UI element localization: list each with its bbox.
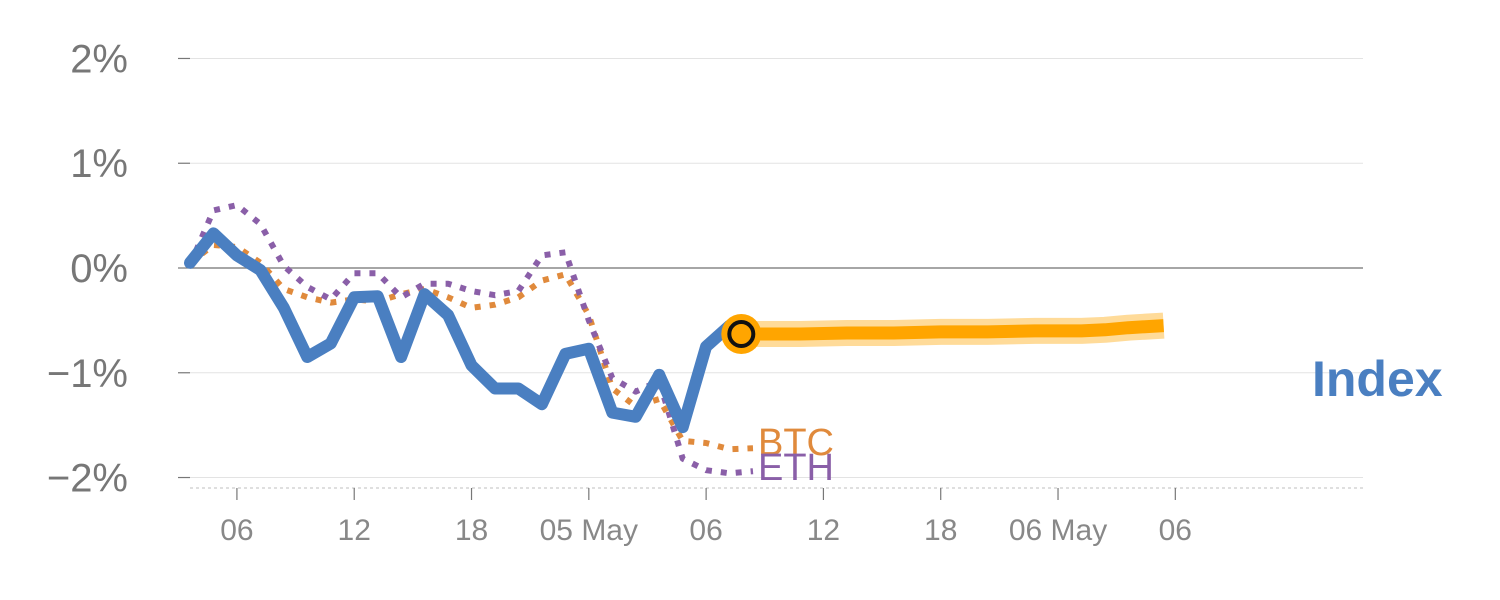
series-line-btc-dotted-2 [188, 242, 754, 453]
gridlines [190, 57, 1363, 479]
x-axis: 06 12 18 05 May 06 12 18 06 May 06 [190, 487, 1363, 547]
marker-inner-ring [727, 320, 756, 348]
series-line-index-solid-0 [184, 227, 666, 423]
x-tick-label-7: 06 May [1009, 514, 1107, 547]
y-axis: 2% 1% 0% −1% −2% [47, 37, 190, 501]
y-tick-label-2: 0% [70, 247, 128, 291]
y-tick-label-0: 2% [70, 37, 128, 81]
current-point-marker [721, 314, 762, 354]
x-tick-label-0: 06 [220, 514, 253, 547]
x-tick-label-6: 18 [924, 514, 957, 547]
y-tick-label-4: −2% [47, 457, 128, 501]
series-label-btc: BTC [758, 422, 834, 464]
series-line-eth-dotted-3 [187, 202, 754, 477]
series-line-index-solid-1 [653, 319, 736, 434]
x-tick-label-2: 18 [455, 514, 488, 547]
x-tick-label-3: 05 May [540, 514, 638, 547]
x-tick-label-5: 12 [807, 514, 840, 547]
y-tick-label-1: 1% [70, 142, 128, 186]
series-label-index: Index [1312, 351, 1443, 407]
series-label-eth: ETH [758, 447, 834, 489]
series-line-index-forecast-4 [741, 319, 1164, 341]
x-tick-label-4: 06 [689, 514, 722, 547]
x-tick-label-1: 12 [338, 514, 371, 547]
x-tick-label-8: 06 [1159, 514, 1192, 547]
marker-outer-ring [721, 314, 762, 354]
y-tick-label-3: −1% [47, 352, 128, 396]
series-lines [184, 202, 1165, 477]
